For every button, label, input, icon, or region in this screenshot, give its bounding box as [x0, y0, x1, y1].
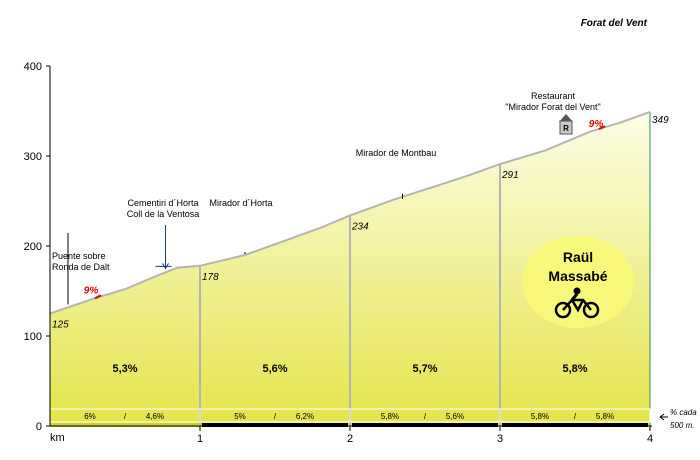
gradient-labels: 5,3% 5,6% 5,7% 5,8%	[112, 363, 587, 375]
annotation-text: Mirador d´Horta	[209, 198, 272, 208]
half-km-gradient: 5%	[234, 412, 246, 421]
footnote-arrow-icon	[659, 413, 668, 421]
half-km-gradient: 6,2%	[296, 412, 314, 421]
bicycle-icon	[554, 287, 600, 319]
annotation-arrow	[155, 225, 172, 270]
half-km-gradient: 5,8%	[531, 412, 549, 421]
chart-title: Forat del Vent	[581, 18, 648, 29]
rider-last-name: Massabé	[548, 268, 607, 284]
half-km-separator: /	[124, 412, 127, 421]
x-tick-label: 1	[197, 433, 203, 445]
y-ticks: 0 100 200 300 400	[24, 61, 50, 433]
x-axis-label: km	[50, 432, 65, 444]
footnote-line-2: 500 m.	[670, 421, 694, 430]
segment-gradient: 5,8%	[562, 363, 587, 375]
altitude-label: 125	[52, 320, 69, 331]
segment-gradient: 5,7%	[412, 363, 437, 375]
y-tick-label: 200	[24, 241, 42, 253]
annotation-text: Coll de la Ventosa	[127, 209, 200, 219]
annotation-text: Restaurant	[531, 91, 576, 101]
y-tick-label: 400	[24, 61, 42, 73]
x-tick-label: 2	[347, 433, 353, 445]
annotation-text: Puente sobre	[52, 251, 106, 261]
half-km-gradient: 5,6%	[446, 412, 464, 421]
half-km-band: 6% / 4,6% 5% / 6,2% 5,8% / 5,6% 5,8% / 5,8%	[49, 408, 651, 427]
altitude-label: 178	[202, 272, 219, 283]
band-bar	[502, 423, 648, 427]
restaurant-roof	[559, 114, 573, 122]
profile-line	[49, 110, 651, 315]
segment-gradient: 5,3%	[112, 363, 137, 375]
rider-first-name: Raül	[563, 249, 593, 265]
restaurant-icon: R	[559, 114, 573, 135]
half-km-separator: /	[274, 412, 277, 421]
x-tick-label: 4	[647, 433, 653, 445]
segment-gradient: 5,6%	[262, 363, 287, 375]
band-bar	[50, 423, 200, 427]
footnote: % cada 500 m.	[659, 408, 697, 430]
altitude-label: 291	[501, 170, 519, 181]
altitude-label: 234	[351, 221, 369, 232]
half-km-gradient: 5,8%	[381, 412, 399, 421]
steep-marks: 9% 9%	[84, 119, 606, 300]
restaurant-letter: R	[563, 124, 569, 133]
annotation-text: Ronda de Dalt	[52, 262, 110, 272]
half-km-gradient: 6%	[84, 412, 96, 421]
x-tick-label: 3	[497, 433, 503, 445]
band-bar	[202, 423, 348, 427]
band-bar	[352, 423, 498, 427]
footnote-line-1: % cada	[670, 408, 697, 417]
steep-label: 9%	[589, 119, 604, 130]
x-ticks: 1 2 3 4	[197, 426, 653, 445]
altitude-labels: 125 178 234 291 349	[52, 115, 669, 331]
annotation-text: Cementiri d´Horta	[127, 198, 198, 208]
km-dividers	[199, 111, 651, 426]
y-tick-label: 0	[36, 421, 42, 433]
half-km-gradient: 5,8%	[596, 412, 614, 421]
half-km-separator: /	[424, 412, 427, 421]
restaurant-wall	[559, 120, 573, 135]
steep-segment	[94, 294, 102, 300]
rider-badge-ellipse	[522, 236, 634, 328]
annotation-text: Mirador de Montbau	[356, 148, 437, 158]
y-tick-label: 300	[24, 151, 42, 163]
altitude-label: 349	[652, 115, 669, 126]
half-km-gradient: 4,6%	[146, 412, 164, 421]
band-cell	[499, 408, 651, 423]
annotation-text: "Mirador Forat del Vent"	[505, 102, 600, 112]
steep-label: 9%	[84, 285, 99, 296]
half-km-separator: /	[574, 412, 577, 421]
steep-segment	[598, 125, 606, 130]
rider-badge: Raül Massabé	[522, 236, 634, 328]
y-tick-label: 100	[24, 331, 42, 343]
